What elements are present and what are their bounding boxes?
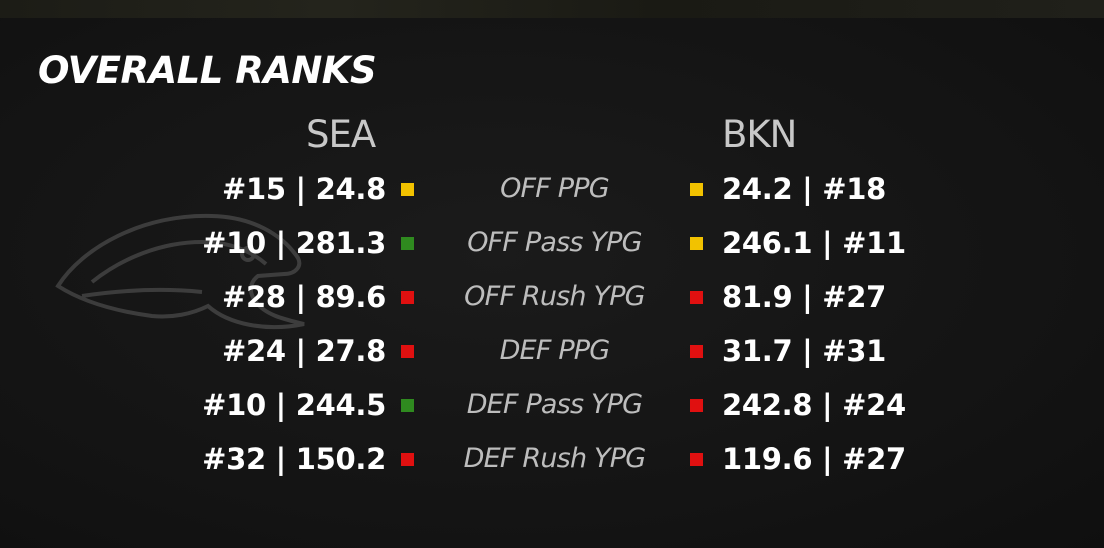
stat-label: OFF Pass YPG (467, 227, 642, 258)
away-rank-value: 24.2 | #18 (722, 172, 886, 206)
home-rank-indicator (401, 399, 414, 412)
stats-table: #15 | 24.8 OFF PPG 24.2 | #18 #10 | 281.… (0, 163, 1104, 487)
away-rank-indicator (690, 453, 703, 466)
stat-label: DEF PPG (499, 335, 611, 366)
home-rank-value: #24 | 27.8 (222, 334, 386, 368)
home-rank-indicator (401, 183, 414, 196)
stat-label: DEF Rush YPG (463, 443, 647, 474)
away-rank-indicator (690, 183, 703, 196)
overall-ranks-panel (0, 18, 1104, 548)
away-rank-value: 242.8 | #24 (722, 388, 906, 422)
home-rank-value: #32 | 150.2 (202, 442, 386, 476)
stat-label: OFF Rush YPG (464, 281, 645, 312)
stat-row-def-rush-ypg: #32 | 150.2 DEF Rush YPG 119.6 | #27 (0, 433, 1104, 487)
stat-label: DEF Pass YPG (466, 389, 643, 420)
stat-row-def-ppg: #24 | 27.8 DEF PPG 31.7 | #31 (0, 325, 1104, 379)
home-rank-value: #10 | 244.5 (202, 388, 386, 422)
stat-label: OFF PPG (500, 173, 610, 204)
home-rank-value: #10 | 281.3 (202, 226, 386, 260)
away-rank-indicator (690, 291, 703, 304)
away-rank-indicator (690, 399, 703, 412)
section-title: OVERALL RANKS (38, 49, 377, 92)
away-team-abbr: BKN (722, 113, 797, 156)
seahawk-logo-icon (55, 213, 305, 330)
home-rank-indicator (401, 453, 414, 466)
away-rank-indicator (690, 345, 703, 358)
stat-row-off-rush-ypg: #28 | 89.6 OFF Rush YPG 81.9 | #27 (0, 271, 1104, 325)
home-rank-indicator (401, 237, 414, 250)
top-bar (0, 0, 1104, 18)
home-rank-value: #28 | 89.6 (222, 280, 386, 314)
away-rank-indicator (690, 237, 703, 250)
away-rank-value: 246.1 | #11 (722, 226, 906, 260)
home-rank-indicator (401, 345, 414, 358)
away-rank-value: 81.9 | #27 (722, 280, 886, 314)
home-team-abbr: SEA (306, 113, 376, 156)
home-rank-indicator (401, 291, 414, 304)
home-rank-value: #15 | 24.8 (222, 172, 386, 206)
stat-row-off-pass-ypg: #10 | 281.3 OFF Pass YPG 246.1 | #11 (0, 217, 1104, 271)
stat-row-off-ppg: #15 | 24.8 OFF PPG 24.2 | #18 (0, 163, 1104, 217)
away-rank-value: 31.7 | #31 (722, 334, 886, 368)
stat-row-def-pass-ypg: #10 | 244.5 DEF Pass YPG 242.8 | #24 (0, 379, 1104, 433)
away-rank-value: 119.6 | #27 (722, 442, 906, 476)
